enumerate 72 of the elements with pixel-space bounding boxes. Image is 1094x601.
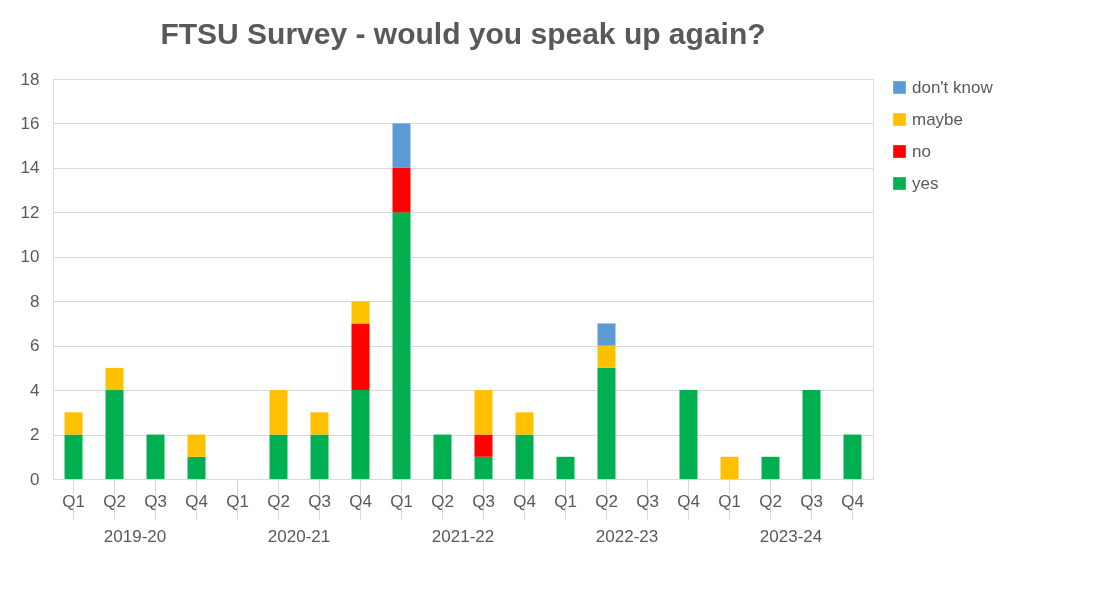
y-tick-label: 4 xyxy=(30,380,40,400)
text: 2023-24 xyxy=(759,527,823,546)
bar xyxy=(392,123,411,168)
x-tick-label: Q4 xyxy=(185,491,208,511)
y-tick-label: 12 xyxy=(20,202,40,222)
y-tick-label: 18 xyxy=(20,69,40,89)
bar xyxy=(720,456,739,479)
bar xyxy=(597,367,616,479)
legend-label: no xyxy=(912,141,931,161)
text: 2021-22 xyxy=(431,527,495,546)
bar xyxy=(392,212,411,479)
y-tick-label: 10 xyxy=(20,247,40,267)
bar xyxy=(474,390,493,435)
bar xyxy=(269,434,288,479)
x-tick-label: Q1 xyxy=(62,491,85,511)
bar xyxy=(64,434,83,479)
x-tick-label: Q1 xyxy=(390,491,413,511)
legend-label: maybe xyxy=(912,109,964,129)
bar xyxy=(105,390,124,479)
bar xyxy=(392,167,411,213)
x-tick-label: Q2 xyxy=(759,491,782,511)
x-tick-label: Q3 xyxy=(800,491,823,511)
bar xyxy=(269,390,288,435)
x-tick-label: Q2 xyxy=(595,491,618,511)
bar xyxy=(597,345,616,368)
bar xyxy=(761,456,780,479)
text: 2022-23 xyxy=(595,527,659,546)
y-tick-label: 6 xyxy=(30,336,40,356)
x-tick-label: Q1 xyxy=(554,491,577,511)
bar xyxy=(310,434,329,479)
bar xyxy=(351,301,370,324)
bar xyxy=(679,390,698,479)
text: 2020-21 xyxy=(267,527,331,546)
bar xyxy=(556,456,575,479)
bar xyxy=(105,367,124,391)
bar xyxy=(187,434,206,457)
chart-title: FTSU Survey - would you speak up again? xyxy=(160,17,766,50)
bar xyxy=(843,434,862,479)
legend-label: yes xyxy=(912,173,939,193)
y-tick-label: 14 xyxy=(20,158,40,178)
x-tick-label: Q2 xyxy=(431,491,454,511)
bar xyxy=(310,412,329,435)
y-tick-label: 2 xyxy=(30,425,40,445)
y-tick-label: 0 xyxy=(30,469,40,489)
bar xyxy=(474,434,493,457)
bar xyxy=(433,434,452,479)
x-tick-label: Q3 xyxy=(472,491,495,511)
y-tick-label: 16 xyxy=(20,113,40,133)
x-tick-label: Q3 xyxy=(308,491,331,511)
x-tick-label: Q4 xyxy=(677,491,700,511)
bar xyxy=(802,390,821,479)
bar xyxy=(515,412,534,435)
legend-label: don't know xyxy=(912,77,994,97)
x-tick-label: Q4 xyxy=(841,491,864,511)
bar xyxy=(187,456,206,479)
x-tick-label: Q4 xyxy=(513,491,536,511)
x-tick-label: Q1 xyxy=(226,491,249,511)
bar xyxy=(515,434,534,479)
bar xyxy=(64,412,83,435)
text: 2019-20 xyxy=(103,527,167,546)
x-tick-label: Q1 xyxy=(718,491,741,511)
bar xyxy=(351,323,370,391)
x-tick-label: Q2 xyxy=(103,491,126,511)
x-tick-label: Q2 xyxy=(267,491,290,511)
x-tick-label: Q4 xyxy=(349,491,372,511)
bar xyxy=(474,456,493,479)
x-tick-label: Q3 xyxy=(636,491,659,511)
bar xyxy=(597,323,616,346)
y-tick-label: 8 xyxy=(30,291,40,311)
bar xyxy=(146,434,165,479)
bar xyxy=(351,390,370,479)
x-tick-label: Q3 xyxy=(144,491,167,511)
